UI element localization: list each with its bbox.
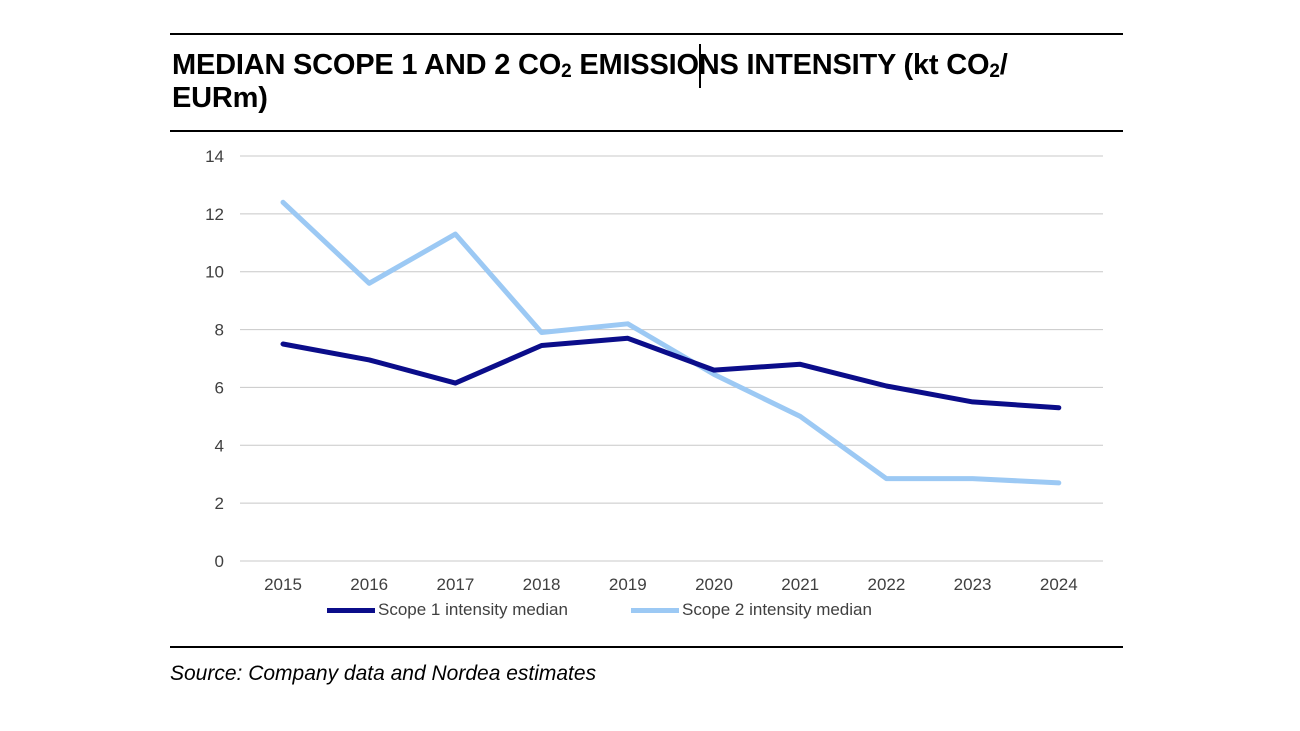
y-tick-label: 4 — [215, 436, 224, 455]
top-rule — [170, 33, 1123, 35]
series-line-scope-1 — [280, 335, 1062, 411]
y-tick-label: 10 — [205, 263, 224, 282]
title-divider — [170, 130, 1123, 132]
chart-legend: Scope 1 intensity median Scope 2 intensi… — [0, 600, 1300, 624]
line-chart: 0 2 4 6 8 10 12 14 2015 2016 2017 2018 2019 2020 2021… — [205, 147, 1103, 594]
x-tick-label: 2020 — [695, 575, 733, 594]
x-axis-ticks: 2015 2016 2017 2018 2019 2020 2021 2022 2023 2024 — [264, 575, 1078, 594]
y-tick-label: 8 — [215, 321, 224, 340]
legend-swatch-scope-2 — [631, 607, 679, 613]
y-tick-label: 6 — [215, 378, 224, 397]
x-tick-label: 2022 — [867, 575, 905, 594]
gridlines — [240, 155, 1103, 562]
y-tick-label: 14 — [205, 147, 224, 166]
series-lines — [280, 199, 1062, 486]
series-line-scope-2 — [280, 199, 1062, 486]
x-tick-label: 2017 — [436, 575, 474, 594]
text-cursor — [699, 44, 701, 88]
bottom-rule — [170, 646, 1123, 648]
x-tick-label: 2016 — [350, 575, 388, 594]
legend-label-scope-1: Scope 1 intensity median — [378, 600, 568, 619]
x-tick-label: 2019 — [609, 575, 647, 594]
y-axis-ticks: 0 2 4 6 8 10 12 14 — [205, 147, 224, 571]
legend-item-scope-2: Scope 2 intensity median — [631, 600, 872, 620]
x-tick-label: 2023 — [954, 575, 992, 594]
y-tick-label: 12 — [205, 205, 224, 224]
legend-label-scope-2: Scope 2 intensity median — [682, 600, 872, 619]
legend-swatch-scope-1 — [327, 607, 375, 613]
x-tick-label: 2015 — [264, 575, 302, 594]
y-tick-label: 2 — [215, 494, 224, 513]
x-tick-label: 2018 — [523, 575, 561, 594]
chart-title: MEDIAN SCOPE 1 AND 2 CO2 EMISSIONS INTEN… — [172, 49, 1008, 114]
legend-item-scope-1: Scope 1 intensity median — [327, 600, 568, 620]
source-note: Source: Company data and Nordea estimate… — [170, 662, 597, 685]
x-tick-label: 2024 — [1040, 575, 1078, 594]
y-tick-label: 0 — [215, 552, 224, 571]
x-tick-label: 2021 — [781, 575, 819, 594]
